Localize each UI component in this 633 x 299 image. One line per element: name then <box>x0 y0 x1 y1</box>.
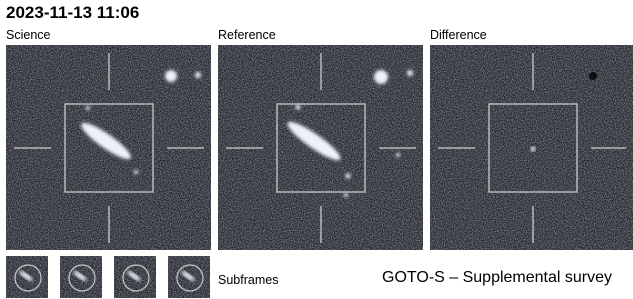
star <box>296 105 301 110</box>
star <box>195 72 201 78</box>
title: 2023-11-13 11:06 <box>6 3 139 23</box>
star <box>346 174 351 179</box>
subframe <box>60 256 102 298</box>
reference-image <box>218 45 423 250</box>
page: 2023-11-13 11:06 Science Reference Diffe… <box>0 0 633 299</box>
residual <box>589 72 597 80</box>
subframe <box>6 256 48 298</box>
science-image <box>6 45 211 250</box>
star <box>86 106 90 110</box>
sources <box>531 147 536 152</box>
star <box>165 70 177 82</box>
star <box>344 193 348 197</box>
transient <box>531 147 536 152</box>
panel-label: Difference <box>430 28 487 42</box>
survey-label: GOTO-S – Supplemental survey <box>382 269 612 287</box>
difference-image <box>430 45 633 250</box>
subframe <box>114 256 156 298</box>
star <box>396 153 400 157</box>
star <box>407 70 413 76</box>
panel-label: Science <box>6 28 50 42</box>
subframes-label: Subframes <box>218 273 278 287</box>
panel-label: Reference <box>218 28 276 42</box>
star <box>374 70 388 84</box>
star <box>134 170 138 174</box>
subframe <box>168 256 210 298</box>
